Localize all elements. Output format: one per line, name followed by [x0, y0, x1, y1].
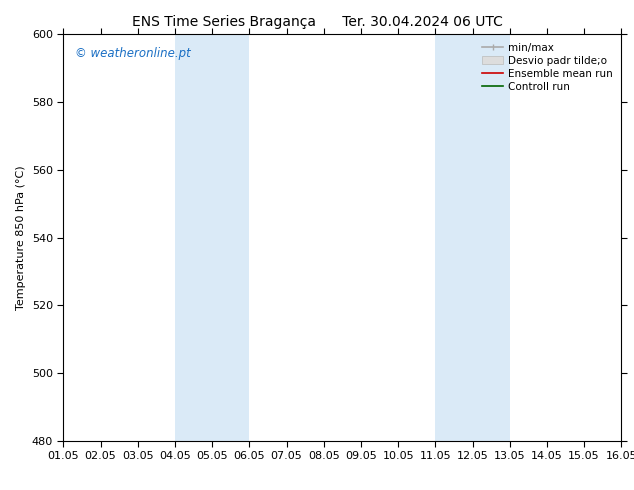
Bar: [175, 34, 249, 441]
Text: ENS Time Series Bragança      Ter. 30.04.2024 06 UTC: ENS Time Series Bragança Ter. 30.04.2024…: [132, 15, 502, 29]
Text: © weatheronline.pt: © weatheronline.pt: [75, 47, 190, 59]
Y-axis label: Temperature 850 hPa (°C): Temperature 850 hPa (°C): [16, 165, 26, 310]
Legend: min/max, Desvio padr tilde;o, Ensemble mean run, Controll run: min/max, Desvio padr tilde;o, Ensemble m…: [479, 40, 616, 95]
Bar: [436, 34, 510, 441]
